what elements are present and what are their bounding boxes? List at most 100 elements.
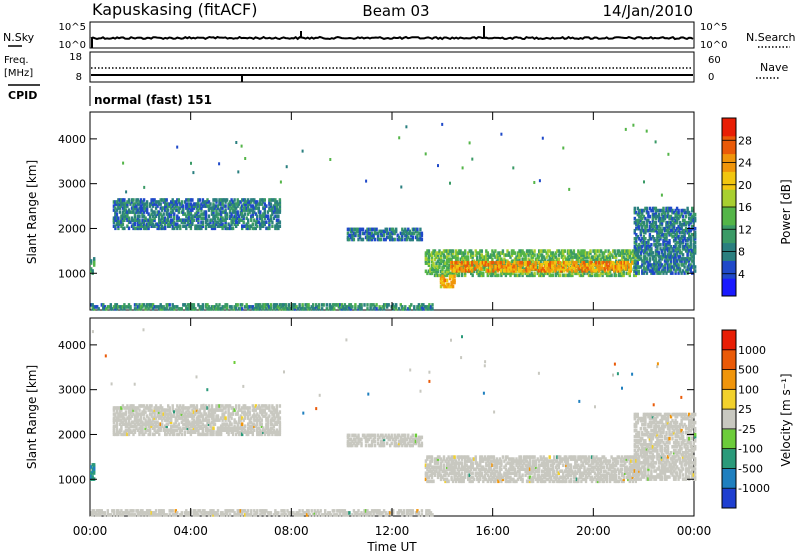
echo-cell — [141, 200, 144, 204]
echo-cell — [617, 267, 620, 271]
echo-cell — [407, 433, 410, 438]
echo-cell — [182, 204, 185, 208]
echo-cell — [477, 273, 480, 278]
echo-cell — [503, 271, 506, 276]
echo-cell — [348, 433, 351, 438]
echo-cell — [504, 273, 508, 278]
echo-cell — [158, 224, 161, 228]
echo-cell — [464, 273, 467, 278]
echo-cell — [346, 433, 350, 438]
echo-cell — [126, 404, 129, 408]
echo-cell — [129, 430, 132, 434]
echo-cell — [239, 303, 242, 307]
echo-cell — [591, 269, 595, 273]
echo-cell — [231, 208, 235, 212]
echo-cell — [447, 257, 450, 261]
echo-cell — [197, 414, 200, 418]
echo-cell — [168, 408, 171, 412]
echo-cell — [373, 229, 377, 234]
echo-cell — [454, 477, 458, 482]
echo-cell — [197, 216, 200, 220]
echo-cell — [405, 231, 408, 236]
echo-cell — [390, 235, 393, 240]
echo-cell — [659, 222, 662, 227]
echo-cell — [170, 424, 173, 428]
echo-cell — [689, 253, 692, 257]
echo-cell — [195, 420, 199, 424]
echo-cell — [450, 463, 453, 467]
echo-cell — [256, 430, 259, 434]
echo-cell — [195, 212, 199, 216]
echo-cell — [224, 222, 227, 226]
echo-cell — [203, 200, 206, 204]
echo-cell — [675, 233, 679, 237]
echo-cell — [176, 305, 179, 309]
echo-cell — [625, 267, 628, 271]
echo-cell — [213, 216, 217, 220]
echo-cell — [227, 432, 230, 437]
echo-cell — [569, 251, 573, 255]
echo-cell — [251, 206, 254, 210]
echo-cell — [192, 206, 196, 210]
echo-cell — [254, 226, 257, 231]
echo-cell — [142, 202, 146, 206]
echo-cell — [647, 263, 650, 267]
echo-cell — [660, 249, 664, 253]
echo-cell — [651, 226, 655, 231]
echo-cell — [605, 260, 608, 265]
echo-cell — [689, 245, 692, 249]
echo-cell — [269, 418, 273, 422]
echo-cell — [182, 206, 185, 210]
echo-cell — [407, 227, 410, 232]
echo-cell — [656, 224, 659, 229]
echo-cell — [674, 212, 677, 217]
echo-cell — [274, 214, 277, 218]
echo-cell — [142, 218, 146, 222]
echo-cell — [215, 307, 218, 311]
echo-cell — [123, 208, 126, 212]
echo-cell — [520, 263, 524, 267]
echo-cell — [151, 214, 155, 218]
echo-cell — [274, 208, 277, 212]
echo-cell — [188, 212, 191, 216]
echo-cell — [253, 428, 256, 432]
echo-cell — [663, 267, 667, 271]
echo-cell — [218, 303, 221, 307]
echo-cell — [148, 406, 152, 410]
echo-cell — [127, 200, 131, 204]
echo-cell — [488, 271, 491, 276]
echo-cell — [665, 243, 668, 247]
echo-cell — [378, 305, 381, 309]
echo-cell — [433, 267, 437, 271]
echo-cell — [257, 206, 260, 210]
echo-cell — [636, 212, 639, 217]
echo-cell — [268, 226, 271, 231]
echo-cell — [109, 305, 112, 309]
echo-cell — [227, 410, 230, 414]
echo-cell — [668, 257, 671, 261]
echo-cell — [151, 210, 155, 214]
echo-cell — [277, 420, 280, 424]
echo-cell — [182, 208, 185, 212]
echo-cell — [538, 249, 541, 253]
echo-cell — [450, 284, 453, 289]
echo-cell — [216, 414, 220, 418]
echo-cell — [227, 406, 230, 410]
echo-cell — [263, 430, 266, 434]
echo-cell — [404, 233, 407, 238]
echo-cell — [454, 269, 457, 273]
echo-cell — [272, 303, 276, 307]
echo-cell — [262, 408, 265, 412]
echo-cell — [148, 428, 152, 432]
echo-cell — [239, 408, 242, 412]
echo-cell — [429, 479, 432, 484]
echo-cell — [384, 303, 387, 307]
echo-cell — [268, 406, 271, 410]
echo-cell — [548, 271, 551, 276]
echo-cell — [566, 257, 570, 261]
echo-cell — [179, 307, 182, 311]
echo-cell — [239, 432, 242, 437]
echo-cell — [154, 200, 158, 204]
echo-cell — [265, 214, 268, 218]
echo-cell — [351, 305, 354, 309]
